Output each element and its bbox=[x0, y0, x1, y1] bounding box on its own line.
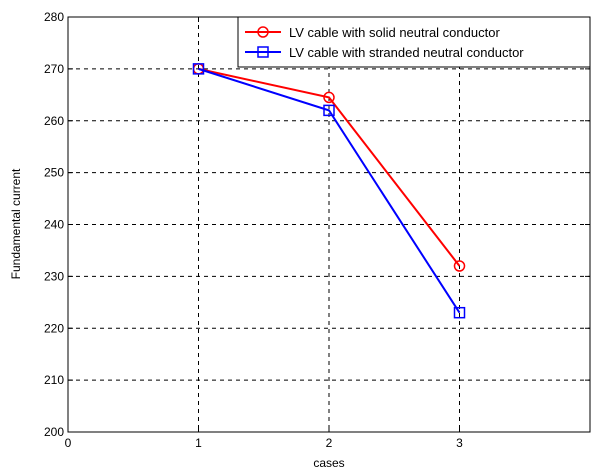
x-tick-label: 0 bbox=[65, 436, 72, 450]
x-tick-label: 3 bbox=[456, 436, 463, 450]
axis-ticks: 0 1 2 3 200 210 220 230 240 250 260 270 280 bbox=[44, 10, 590, 450]
y-tick-label: 280 bbox=[44, 10, 64, 24]
series-group bbox=[192, 63, 466, 319]
x-tick-label: 2 bbox=[326, 436, 333, 450]
y-tick-label: 260 bbox=[44, 114, 64, 128]
legend-marker-solid bbox=[257, 26, 269, 38]
data-point-square bbox=[323, 104, 335, 117]
legend-marker-stranded bbox=[257, 46, 269, 58]
legend-label-stranded: LV cable with stranded neutral conductor bbox=[289, 45, 524, 60]
legend-label-solid: LV cable with solid neutral conductor bbox=[289, 25, 500, 40]
y-tick-label: 240 bbox=[44, 218, 64, 232]
data-point-circle bbox=[323, 91, 335, 104]
data-point-circle bbox=[453, 260, 466, 272]
data-point-square bbox=[453, 306, 466, 319]
y-tick-label: 250 bbox=[44, 166, 64, 180]
series-line-1 bbox=[198, 67, 461, 314]
y-tick-label: 200 bbox=[44, 425, 64, 439]
y-tick-label: 270 bbox=[44, 62, 64, 76]
y-tick-label: 230 bbox=[44, 269, 64, 283]
legend-box bbox=[237, 16, 591, 68]
series-line-0 bbox=[198, 67, 461, 267]
x-tick-label: 1 bbox=[195, 436, 202, 450]
grid bbox=[68, 17, 590, 432]
x-axis-title: cases bbox=[313, 456, 344, 470]
data-point-square bbox=[192, 63, 205, 75]
y-axis-title: Fundamental current bbox=[9, 168, 23, 279]
y-tick-label: 220 bbox=[44, 321, 64, 335]
y-tick-label: 210 bbox=[44, 373, 64, 387]
legend: LV cable with solid neutral conductor LV… bbox=[237, 16, 591, 68]
